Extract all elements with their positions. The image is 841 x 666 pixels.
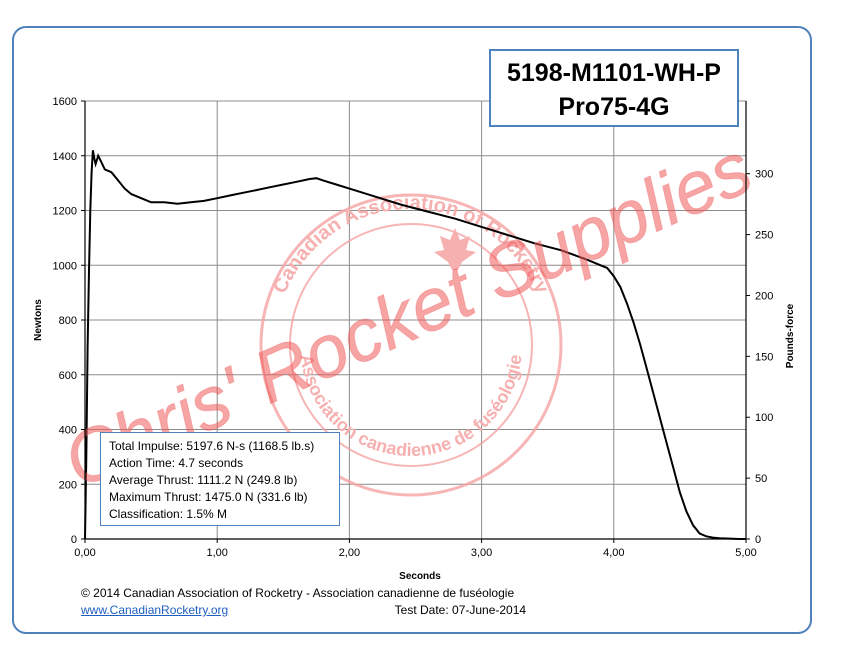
y2-tick-label: 0 (755, 534, 761, 546)
x-tick-label: 3,00 (471, 547, 492, 559)
x-tick-label: 5,00 (735, 547, 756, 559)
y2-tick-label: 100 (755, 412, 773, 424)
y-tick-label: 800 (59, 315, 77, 327)
y-axis-title: Newtons (33, 299, 44, 341)
y2-tick-label: 300 (755, 169, 773, 181)
thrust-series-line (84, 150, 746, 540)
y-tick-label: 0 (71, 534, 77, 546)
test-date: Test Date: 07-June-2014 (394, 603, 527, 617)
y-tick-label: 1400 (53, 151, 77, 163)
y-tick-label: 400 (59, 425, 77, 437)
chart-frame (12, 26, 812, 634)
y2-tick-label: 250 (755, 230, 773, 242)
y2-axis-title: Pounds-force (785, 303, 796, 368)
x-tick-label: 2,00 (339, 547, 360, 559)
y-tick-label: 1200 (53, 206, 77, 218)
copyright-text: © 2014 Canadian Association of Rocketry … (81, 586, 515, 600)
website-link[interactable]: www.CanadianRocketry.org (81, 603, 229, 617)
stats-box: Total Impulse: 5197.6 N-s (1168.5 lb.s) … (100, 432, 340, 526)
y-tick-label: 200 (59, 479, 77, 491)
x-tick-label: 4,00 (603, 547, 624, 559)
chart-subtitle: Pro75-4G (558, 93, 670, 121)
y2-tick-label: 200 (755, 290, 773, 302)
y2-tick-label: 50 (755, 473, 767, 485)
footer-line: www.CanadianRocketry.org Test Date: 07-J… (81, 603, 526, 617)
maple-leaf-icon (434, 228, 476, 270)
classification: Classification: 1.5% M (109, 507, 228, 521)
x-axis-title: Seconds (399, 571, 441, 582)
y-tick-label: 1600 (53, 96, 77, 108)
average-thrust: Average Thrust: 1111.2 N (249.8 lb) (109, 473, 298, 487)
total-impulse: Total Impulse: 5197.6 N-s (1168.5 lb.s) (109, 439, 315, 453)
chart-title: 5198-M1101-WH-P (507, 59, 721, 87)
y2-tick-label: 150 (755, 351, 773, 363)
x-tick-label: 0,00 (74, 547, 95, 559)
x-tick-label: 1,00 (206, 547, 227, 559)
chart-title-box: 5198-M1101-WH-P Pro75-4G (489, 49, 739, 127)
action-time: Action Time: 4.7 seconds (109, 456, 244, 470)
maximum-thrust: Maximum Thrust: 1475.0 N (331.6 lb) (109, 490, 308, 504)
y-tick-label: 1000 (53, 260, 77, 272)
y-tick-label: 600 (59, 370, 77, 382)
